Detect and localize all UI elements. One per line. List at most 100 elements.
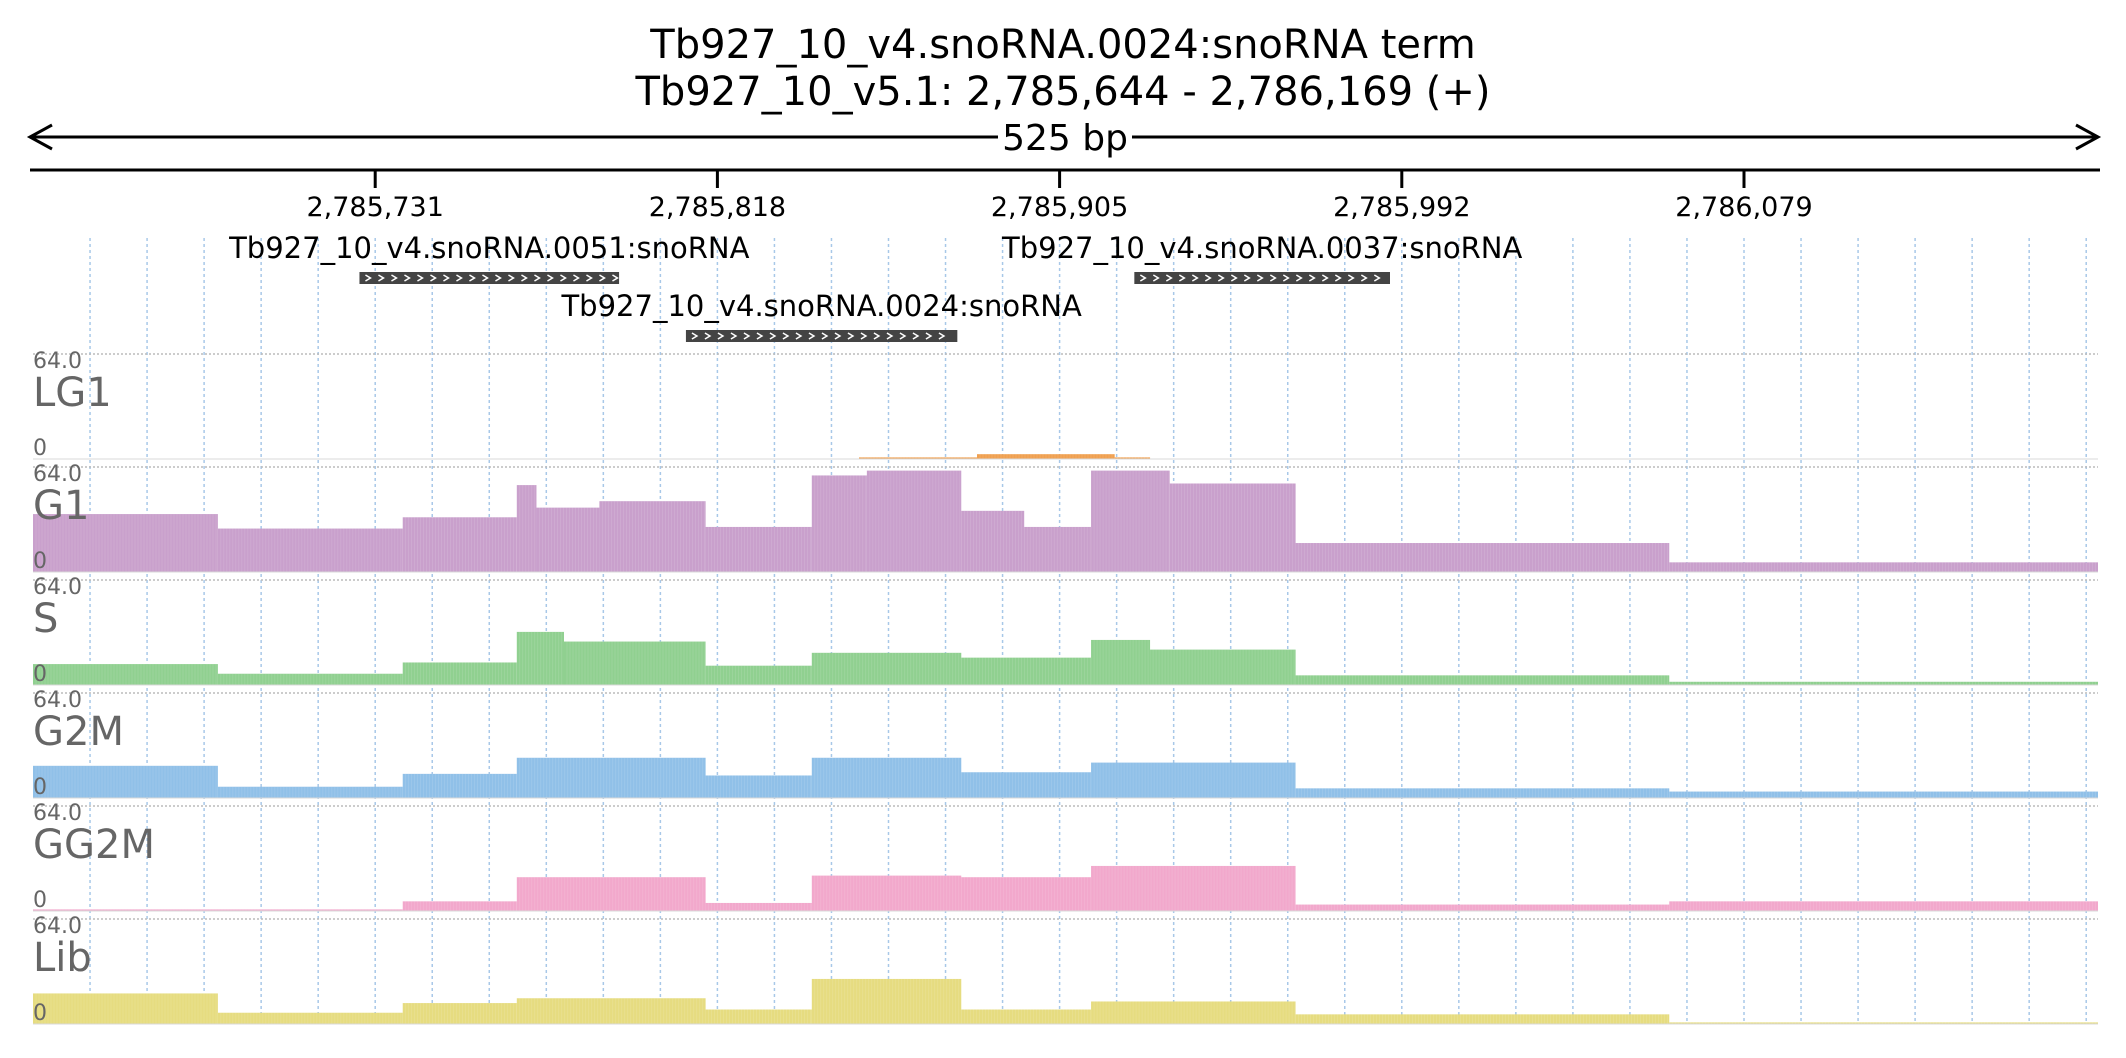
coverage-bar xyxy=(977,454,1115,459)
span-arrow: 525 bp xyxy=(26,118,2102,159)
track-ymin-label: 0 xyxy=(33,662,47,687)
ruler-tick-label: 2,786,079 xyxy=(1675,192,1812,223)
coverage-bar xyxy=(866,470,962,572)
coverage-bar xyxy=(402,517,517,572)
coverage-bar xyxy=(1295,543,1670,572)
coverage-bar xyxy=(705,1009,812,1024)
coverage-bar xyxy=(33,909,403,911)
coverage-bar xyxy=(1150,649,1296,685)
coverage-tracks: 64.0LG1064.0G1064.0S064.0G2M064.0GG2M064… xyxy=(33,349,2098,1026)
coverage-bar xyxy=(516,485,537,572)
coverage-bar xyxy=(811,757,962,798)
ruler-ticks: 2,785,731 2,785,818 2,785,905 2,785,992 2,78… xyxy=(306,170,1813,223)
span-arrow-left-head xyxy=(26,123,53,151)
track-ymin-label: 0 xyxy=(33,1001,47,1026)
coverage-bar xyxy=(217,1012,403,1024)
track-name: LG1 xyxy=(33,370,112,416)
track-name: G1 xyxy=(33,483,89,529)
strand-chevrons xyxy=(365,274,619,282)
vertical-gridlines xyxy=(89,238,2087,1022)
coverage-bar xyxy=(402,901,517,911)
coverage-bar xyxy=(961,1009,1092,1024)
track-name: G2M xyxy=(33,709,124,755)
coverage-bar xyxy=(811,978,962,1024)
track-ymin-label: 0 xyxy=(33,436,47,461)
coverage-bar xyxy=(961,657,1092,685)
feature-snorna[interactable]: Tb927_10_v4.snoRNA.0024:snoRNA xyxy=(560,289,1082,342)
coverage-bar xyxy=(564,641,706,685)
coverage-bar xyxy=(516,631,564,685)
coverage-bars xyxy=(33,978,2098,1024)
track-name: S xyxy=(33,596,58,642)
feature-snorna[interactable]: Tb927_10_v4.snoRNA.0051:snoRNA xyxy=(228,231,750,284)
coverage-bar xyxy=(402,1003,517,1024)
feature-label: Tb927_10_v4.snoRNA.0037:snoRNA xyxy=(1001,231,1522,265)
coverage-bar xyxy=(536,507,600,572)
chart-title: Tb927_10_v4.snoRNA.0024:snoRNA term xyxy=(649,22,1475,68)
strand-chevrons xyxy=(691,332,946,340)
coverage-bar xyxy=(705,665,812,685)
coverage-bar xyxy=(1295,1014,1670,1024)
coverage-bar xyxy=(516,757,706,798)
coverage-bar xyxy=(811,652,962,685)
strand-chevrons xyxy=(1139,274,1381,282)
coverage-bar xyxy=(33,993,218,1024)
coverage-bar xyxy=(217,786,403,798)
coverage-bars xyxy=(33,865,2098,911)
coverage-bar xyxy=(1169,483,1296,572)
coverage-bar xyxy=(33,765,218,798)
track-ymax-label: 64.0 xyxy=(33,801,82,826)
ruler-tick-label: 2,785,992 xyxy=(1333,192,1470,223)
coverage-bar xyxy=(705,526,812,572)
coverage-bar xyxy=(402,773,517,798)
coverage-bar xyxy=(859,457,977,459)
coverage-bar xyxy=(402,662,517,685)
coverage-bar xyxy=(1114,457,1151,459)
track-ymax-label: 64.0 xyxy=(33,688,82,713)
coverage-bar xyxy=(1669,562,2098,572)
coverage-bar xyxy=(217,528,403,572)
coverage-bar xyxy=(705,902,812,911)
feature-bar xyxy=(685,330,958,342)
coverage-bar xyxy=(1669,1022,2098,1024)
feature-label: Tb927_10_v4.snoRNA.0024:snoRNA xyxy=(560,289,1081,323)
coverage-bar xyxy=(1024,526,1092,572)
coverage-bar xyxy=(705,775,812,798)
chart-subtitle: Tb927_10_v5.1: 2,785,644 - 2,786,169 (+) xyxy=(635,69,1491,115)
span-label: 525 bp xyxy=(1002,118,1128,159)
coverage-bar xyxy=(1669,791,2098,798)
coverage-bar xyxy=(33,514,218,572)
track-ymax-label: 64.0 xyxy=(33,575,82,600)
track-g1: 64.0G1 0 xyxy=(33,462,2098,574)
track-name: GG2M xyxy=(33,822,155,868)
feature-bar xyxy=(359,272,620,284)
coverage-bar xyxy=(516,998,706,1024)
coverage-bar xyxy=(1091,470,1170,572)
coverage-bar xyxy=(961,510,1025,572)
coverage-bar xyxy=(1091,762,1296,798)
coverage-bar xyxy=(1091,865,1296,911)
coverage-bars xyxy=(859,454,1151,459)
coverage-bar xyxy=(961,877,1092,911)
ruler-tick-label: 2,785,731 xyxy=(306,192,443,223)
coverage-bar xyxy=(599,501,706,572)
coverage-bar xyxy=(33,664,218,685)
track-ymax-label: 64.0 xyxy=(33,914,82,939)
coverage-bars xyxy=(33,631,2098,685)
coverage-bars xyxy=(33,757,2098,798)
coverage-bar xyxy=(1091,639,1151,685)
feature-snorna[interactable]: Tb927_10_v4.snoRNA.0037:snoRNA xyxy=(1001,231,1522,284)
track-ymax-label: 64.0 xyxy=(33,349,82,374)
coverage-bar xyxy=(217,673,403,685)
coverage-bar xyxy=(1669,901,2098,911)
track-ymin-label: 0 xyxy=(33,888,47,913)
annotation-track: Tb927_10_v4.snoRNA.0051:snoRNA Tb927_10_v… xyxy=(228,231,1522,342)
track-ymin-label: 0 xyxy=(33,775,47,800)
coverage-bar xyxy=(516,877,706,911)
track-s: 64.0S 0 xyxy=(33,575,2098,687)
